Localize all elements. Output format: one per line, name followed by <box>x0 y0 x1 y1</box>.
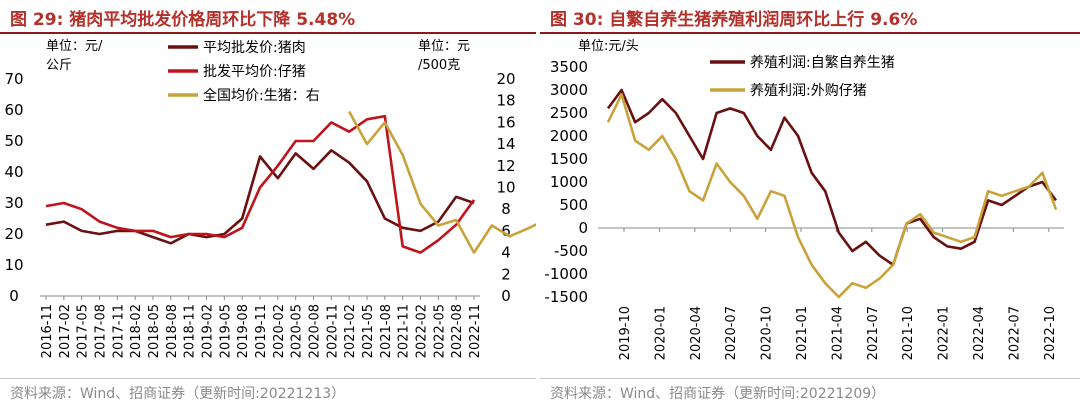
right-y-tick-label: 1000 <box>550 173 588 191</box>
right-legend-label: 养殖利润:自繁自养生猪 <box>750 54 895 71</box>
left-x-tick-label: 2022-02 <box>415 304 430 358</box>
right-source-note: 资料来源：Wind、招商证券（更新时间:20221209） <box>550 386 886 402</box>
right-figure-title: 图 30: 自繁自养生猪养殖利润周环比上行 9.6% <box>540 0 1080 34</box>
left-x-tick-label: 2018-02 <box>129 304 144 358</box>
right-x-tick-label: 2021-04 <box>830 306 845 360</box>
right-series-line <box>606 93 1058 299</box>
left-y2-tick-label: 14 <box>496 135 515 153</box>
right-x-tick-label: 2021-01 <box>795 306 810 360</box>
left-x-tick-label: 2019-08 <box>236 304 251 358</box>
right-x-tick-label: 2020-01 <box>653 306 668 360</box>
left-source-divider <box>0 378 536 379</box>
right-x-tick-label: 2022-07 <box>1007 306 1022 360</box>
left-series-line <box>45 114 476 254</box>
right-y-tick-label: 500 <box>559 196 588 214</box>
left-x-tick-label: 2017-02 <box>58 304 73 358</box>
left-x-tick-label: 2021-11 <box>397 304 412 358</box>
right-source-divider <box>540 378 1080 379</box>
left-y2-tick-label: 6 <box>501 222 511 240</box>
right-line-chart: -1500 -1000 -500 0 500 1000 1500 2000 2500 3000 35… <box>544 39 1064 360</box>
left-y2-tick-label: 18 <box>496 92 515 110</box>
right-x-tick-label: 2021-07 <box>866 306 881 360</box>
right-x-tick-label: 2019-10 <box>618 306 633 360</box>
left-x-tick-label: 2020-11 <box>325 304 340 358</box>
left-x-tick-label: 2018-05 <box>147 304 162 358</box>
left-y2-tick-label: 0 <box>501 287 511 305</box>
left-legend-label: 平均批发价:猪肉 <box>203 40 306 56</box>
left-x-tick-label: 2017-11 <box>111 304 126 358</box>
left-y2-tick-label: 10 <box>496 179 515 197</box>
left-y-tick-label: 50 <box>4 132 23 150</box>
left-unit-left-2: 公斤 <box>46 58 72 73</box>
left-x-tick-label: 2022-08 <box>450 304 465 358</box>
right-y-tick-label: -1000 <box>544 265 588 283</box>
left-series-line <box>348 110 536 254</box>
left-x-tick-label: 2022-05 <box>432 304 447 358</box>
right-legend-label: 养殖利润:外购仔猪 <box>750 82 867 99</box>
right-unit-label: 单位:元/头 <box>578 39 639 54</box>
right-y-tick-label: 1500 <box>550 150 588 168</box>
left-y2-tick-label: 8 <box>501 200 511 218</box>
right-x-tick-label: 2022-01 <box>937 306 952 360</box>
right-y-tick-label: 3500 <box>550 58 588 76</box>
left-x-tick-label: 2022-11 <box>468 304 483 358</box>
left-x-tick-label: 2018-11 <box>183 304 198 358</box>
left-x-tick-label: 2021-08 <box>379 304 394 358</box>
right-x-tick-label: 2020-10 <box>760 306 775 360</box>
left-unit-left: 单位：元/ <box>46 39 103 54</box>
right-y-tick-label: -500 <box>554 242 588 260</box>
left-unit-right-2: /500克 <box>418 58 460 73</box>
left-source-note: 资料来源：Wind、招商证券（更新时间:20221213） <box>10 386 346 402</box>
right-chart-panel: 图 30: 自繁自养生猪养殖利润周环比上行 9.6% -1500 -1000 -50… <box>540 0 1080 406</box>
left-y-tick-label: 70 <box>4 70 23 88</box>
right-title-text: 图 30: 自繁自养生猪养殖利润周环比上行 9.6% <box>550 10 918 30</box>
left-x-tick-label: 2020-05 <box>290 304 305 358</box>
left-x-tick-label: 2020-08 <box>308 304 323 358</box>
left-legend-label: 批发平均价:仔猪 <box>203 64 306 80</box>
left-x-tick-label: 2021-05 <box>361 304 376 358</box>
left-series-line <box>45 149 475 245</box>
right-x-tick-label: 2021-10 <box>901 306 916 360</box>
left-y-tick-label: 30 <box>4 194 23 212</box>
left-x-tick-label: 2019-05 <box>218 304 233 358</box>
left-y-tick-label: 40 <box>4 163 23 181</box>
left-y-tick-label: 60 <box>4 101 23 119</box>
left-x-tick-label: 2016-11 <box>40 304 55 358</box>
right-y-tick-label: 2000 <box>550 127 588 145</box>
right-y-tick-label: 3000 <box>550 81 588 99</box>
left-y-tick-label: 10 <box>4 256 23 274</box>
left-chart-panel: 图 29: 猪肉平均批发价格周环比下降 5.48% 0 10 20 30 40 50 60 7… <box>0 0 536 406</box>
right-series-line <box>606 88 1058 267</box>
left-y2-tick-label: 2 <box>501 265 511 283</box>
left-figure-title: 图 29: 猪肉平均批发价格周环比下降 5.48% <box>0 0 536 34</box>
right-y-tick-label: -1500 <box>544 288 588 306</box>
left-x-tick-label: 2020-02 <box>272 304 287 358</box>
right-y-tick-label: 0 <box>578 219 588 237</box>
left-x-tick-label: 2019-11 <box>254 304 269 358</box>
left-x-tick-label: 2021-02 <box>343 304 358 358</box>
right-y-tick-label: 2500 <box>550 104 588 122</box>
left-y2-tick-label: 16 <box>496 113 515 131</box>
left-legend-label: 全国均价:生猪：右 <box>203 87 320 104</box>
left-unit-right: 单位：元 <box>418 39 470 54</box>
right-x-tick-label: 2020-07 <box>724 306 739 360</box>
right-x-tick-label: 2022-04 <box>972 306 987 360</box>
left-x-tick-label: 2019-02 <box>201 304 216 358</box>
left-x-tick-label: 2017-08 <box>94 304 109 358</box>
left-y-tick-label: 20 <box>4 225 23 243</box>
left-y2-tick-label: 12 <box>496 157 515 175</box>
left-y2-tick-label: 4 <box>501 244 511 262</box>
right-x-tick-label: 2020-04 <box>689 306 704 360</box>
left-x-tick-label: 2018-08 <box>165 304 180 358</box>
left-title-text: 图 29: 猪肉平均批发价格周环比下降 5.48% <box>10 10 356 30</box>
right-x-tick-label: 2022-10 <box>1043 306 1058 360</box>
left-x-tick-label: 2017-05 <box>76 304 91 358</box>
left-y2-tick-label: 20 <box>496 70 515 88</box>
left-y-tick-label: 0 <box>9 287 19 305</box>
